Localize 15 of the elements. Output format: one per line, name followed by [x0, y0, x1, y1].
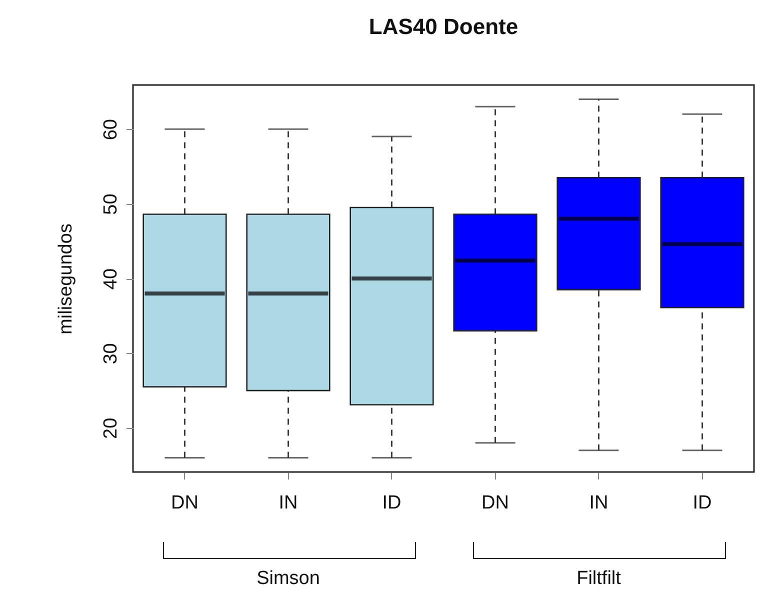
- x-tick-label: ID: [692, 492, 712, 514]
- chart-title: LAS40 Doente: [368, 14, 518, 39]
- x-tick-label: DN: [482, 492, 509, 514]
- x-tick-label: DN: [171, 492, 198, 514]
- y-tick-label: 20: [100, 418, 122, 439]
- x-tick-label: IN: [589, 492, 608, 514]
- x-tick-label: ID: [382, 492, 402, 514]
- y-tick-label: 50: [100, 194, 122, 215]
- y-tick-label: 30: [100, 343, 122, 364]
- y-tick-label: 60: [100, 119, 122, 140]
- text: Simson: [256, 568, 320, 590]
- text: Filtfilt: [576, 568, 621, 590]
- y-tick-label: 40: [100, 268, 122, 290]
- y-axis-title: milisegundos: [56, 224, 76, 334]
- x-tick-label: IN: [278, 492, 298, 514]
